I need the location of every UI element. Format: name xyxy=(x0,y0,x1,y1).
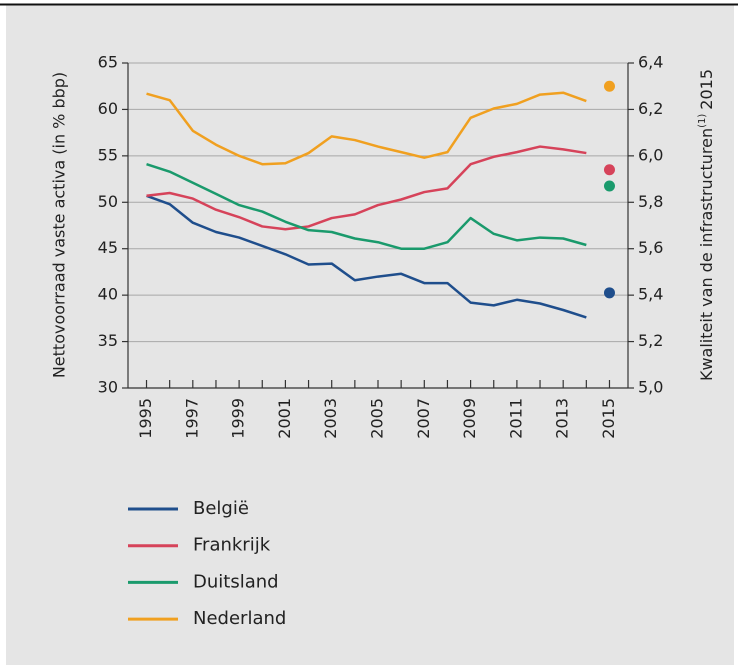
panel-background xyxy=(6,5,734,665)
y2-tick-label: 6,0 xyxy=(638,145,663,164)
y2-axis-label: Kwaliteit van de infrastructuren(1) 2015 xyxy=(697,69,716,381)
y2-tick-label: 6,2 xyxy=(638,99,663,118)
infrastructure-dot xyxy=(603,287,615,299)
infrastructure-dot xyxy=(603,164,615,176)
y-axis-label: Nettovoorraad vaste activa (in % bbp) xyxy=(50,72,69,378)
y-tick-label: 55 xyxy=(98,145,118,164)
legend-label: Duitsland xyxy=(193,571,279,592)
x-tick-label: 2013 xyxy=(553,398,572,439)
x-tick-label: 2003 xyxy=(321,398,340,439)
series-line xyxy=(146,91,587,166)
y-tick-label: 30 xyxy=(98,378,118,397)
y-tick-label: 65 xyxy=(98,53,118,72)
series-line xyxy=(146,145,587,231)
x-tick-label: 2005 xyxy=(368,398,387,439)
y-tick-label: 35 xyxy=(98,331,118,350)
y-tick-label: 40 xyxy=(98,285,118,304)
legend-label: Nederland xyxy=(193,608,286,629)
x-tick-label: 1999 xyxy=(229,398,248,439)
y2-tick-label: 5,2 xyxy=(638,331,663,350)
y2-tick-label: 5,4 xyxy=(638,285,663,304)
infrastructure-dot xyxy=(603,180,615,192)
x-tick-label: 2007 xyxy=(414,398,433,439)
x-tick-label: 2009 xyxy=(460,398,479,439)
legend-label: Frankrijk xyxy=(193,535,271,556)
y2-label-note: (1) xyxy=(697,114,708,128)
x-tick-label: 1995 xyxy=(136,398,155,439)
legend-label: België xyxy=(193,498,249,519)
x-tick-label: 2015 xyxy=(599,398,618,439)
x-tick-label: 1997 xyxy=(182,398,201,439)
y2-label-main: Kwaliteit van de infrastructuren xyxy=(697,128,716,381)
y2-tick-label: 5,8 xyxy=(638,192,663,211)
y2-label-year: 2015 xyxy=(697,69,716,110)
y2-tick-label: 6,4 xyxy=(638,53,663,72)
x-tick-label: 2001 xyxy=(275,398,294,439)
infrastructure-dot xyxy=(603,80,615,92)
y2-tick-label: 5,0 xyxy=(638,378,663,397)
y2-tick-label: 5,6 xyxy=(638,238,663,257)
y-tick-label: 50 xyxy=(98,192,118,211)
y-tick-label: 45 xyxy=(98,238,118,257)
series-line xyxy=(146,194,587,319)
x-tick-label: 2011 xyxy=(506,398,525,439)
y-tick-label: 60 xyxy=(98,99,118,118)
series-line xyxy=(146,163,587,250)
